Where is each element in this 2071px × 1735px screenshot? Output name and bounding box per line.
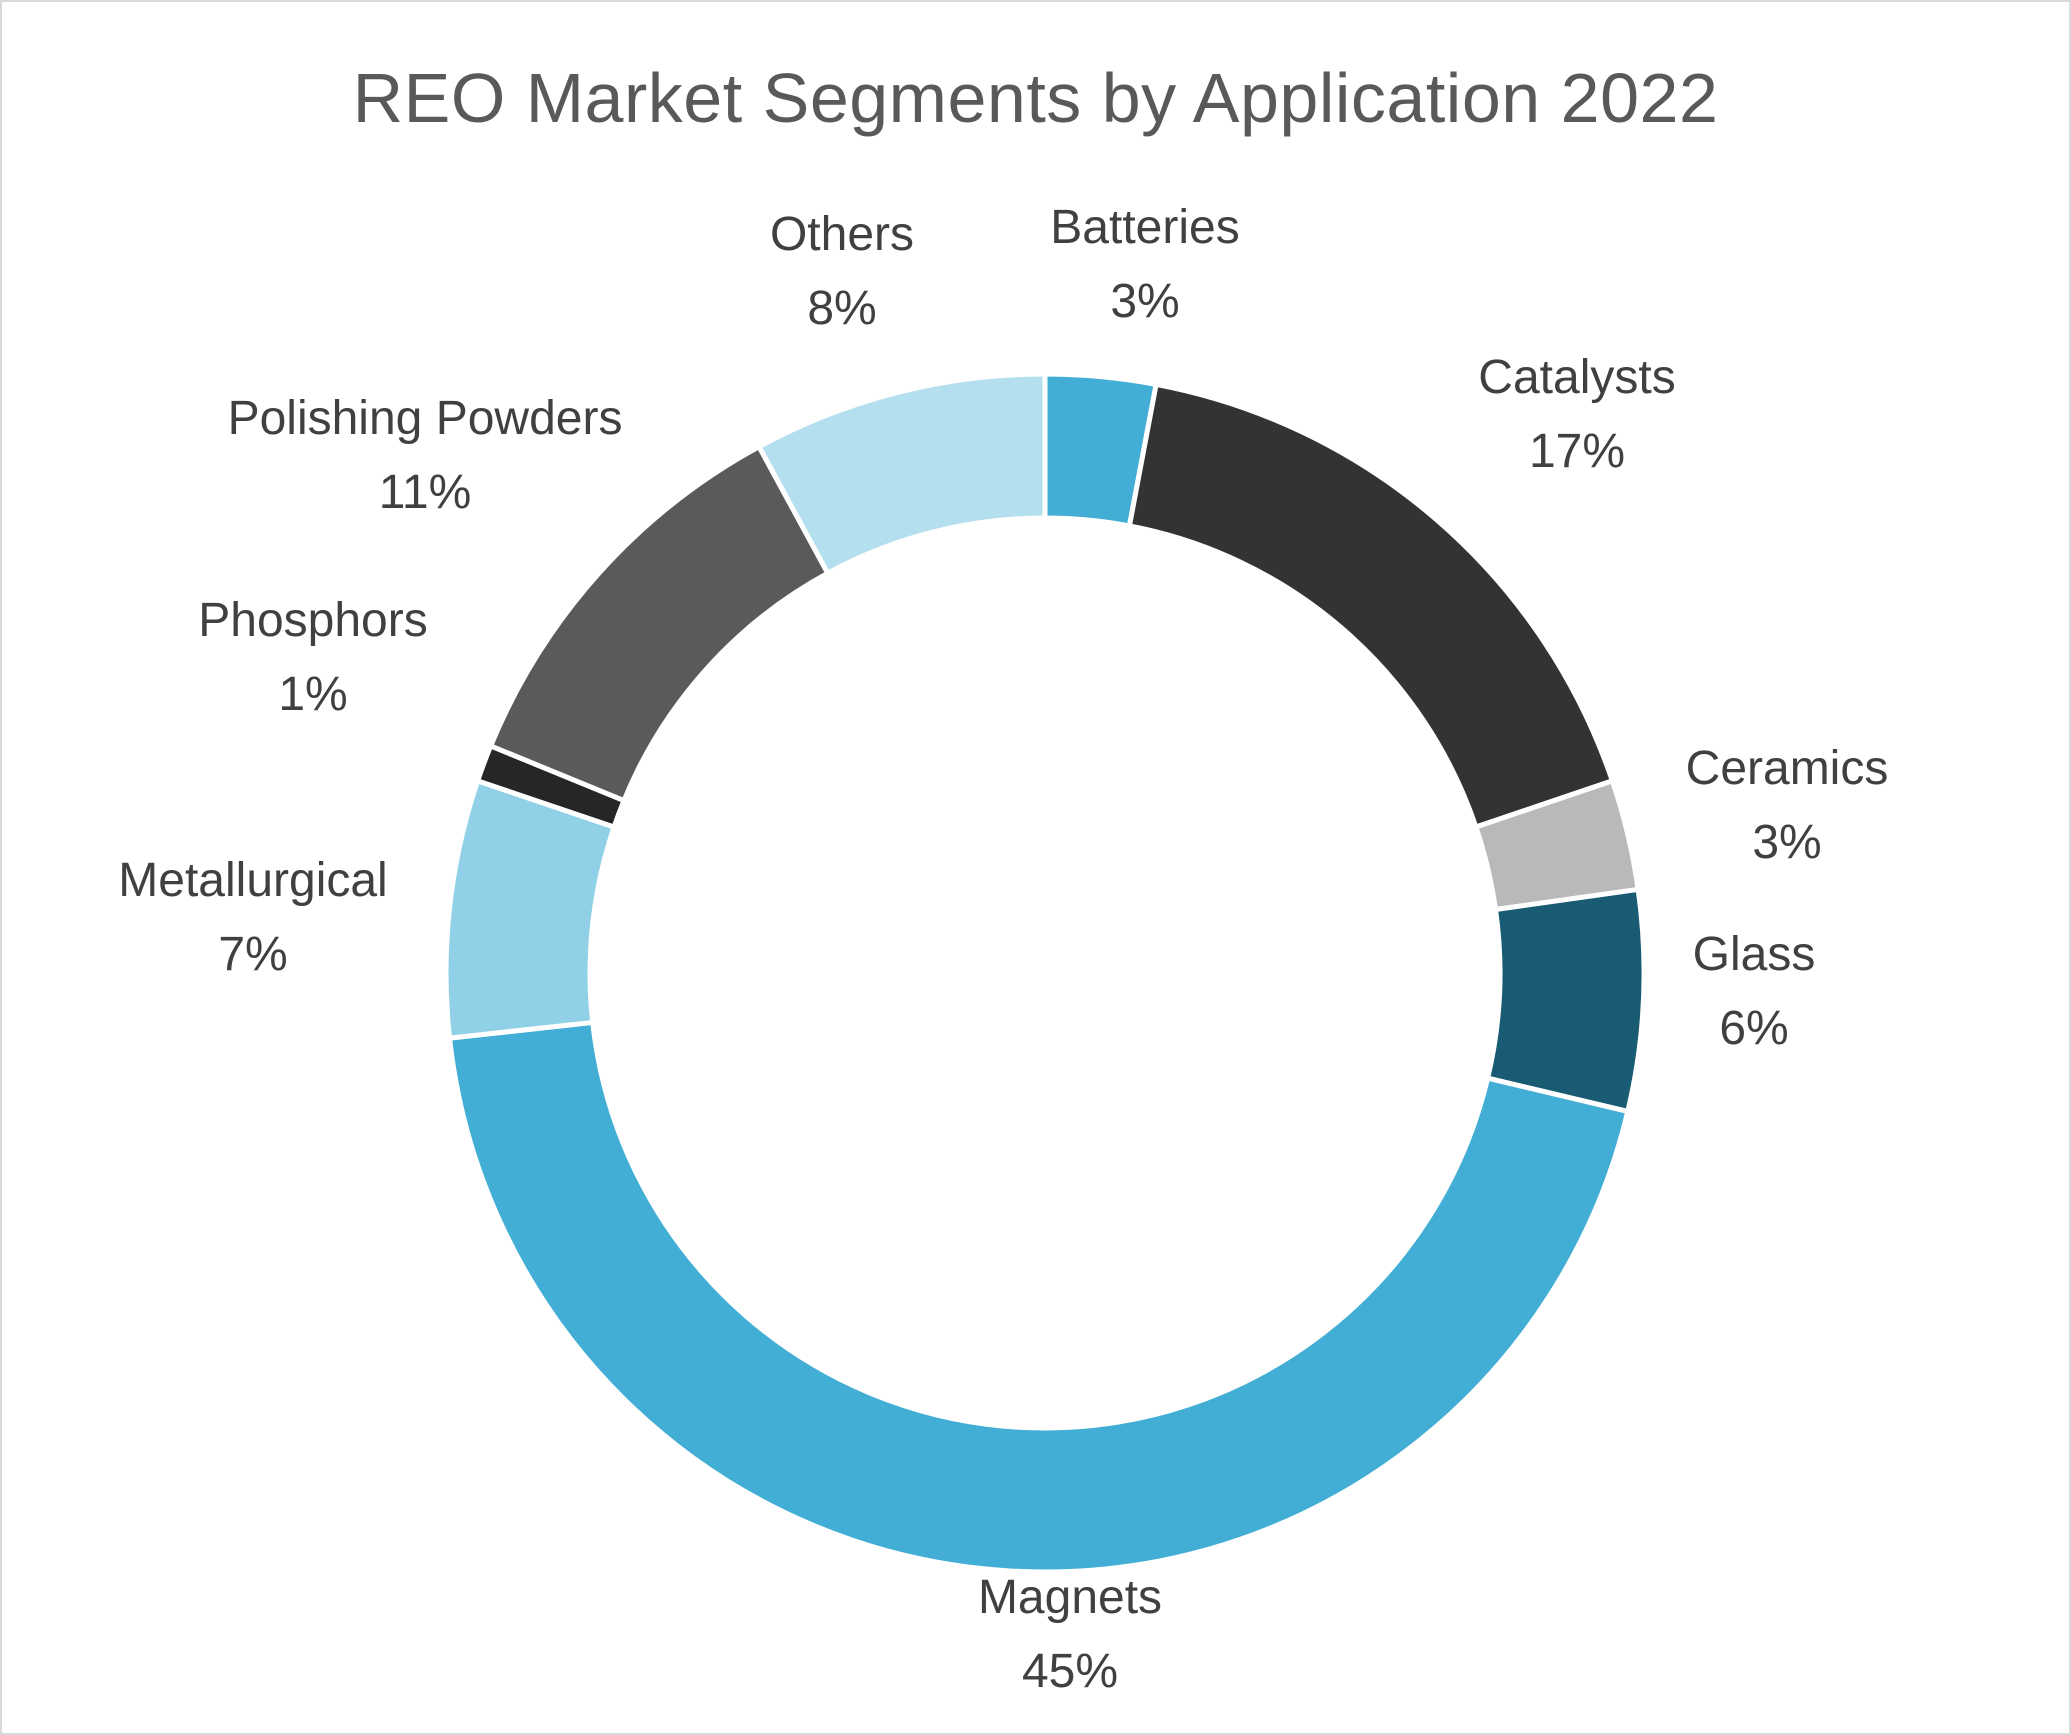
chart-title: REO Market Segments by Application 2022 (352, 59, 1719, 137)
slice-label-name: Ceramics (1686, 742, 1889, 795)
slice-magnets (446, 1019, 1631, 1575)
slice-label-value: 3% (1752, 816, 1821, 869)
slice-label-value: 7% (218, 928, 287, 981)
slice-label-name: Batteries (1050, 201, 1239, 254)
slice-label-value: 11% (379, 466, 472, 519)
slice-glass (1484, 886, 1647, 1115)
slice-labels: Batteries 3% Catalysts 17% Ceramics 3% Glass 6%… (118, 201, 1888, 1698)
slice-label-value: 3% (1110, 275, 1179, 328)
slice-label-name: Phosphors (198, 594, 427, 647)
donut-slices (443, 371, 1647, 1575)
slice-polishing-powders (487, 443, 832, 804)
slice-label-name: Others (770, 208, 914, 261)
slice-label-value: 17% (1529, 425, 1625, 478)
slice-others (755, 371, 1048, 577)
slice-label-value: 1% (278, 668, 347, 721)
slice-label-value: 45% (1022, 1645, 1118, 1698)
slice-label-name: Catalysts (1478, 351, 1675, 404)
slice-label-value: 6% (1719, 1002, 1788, 1055)
slice-label-value: 8% (807, 282, 876, 335)
slice-label-name: Glass (1693, 928, 1816, 981)
slice-label-name: Polishing Powders (228, 392, 623, 445)
slice-label-name: Magnets (978, 1571, 1162, 1624)
slice-label-name: Metallurgical (118, 854, 387, 907)
